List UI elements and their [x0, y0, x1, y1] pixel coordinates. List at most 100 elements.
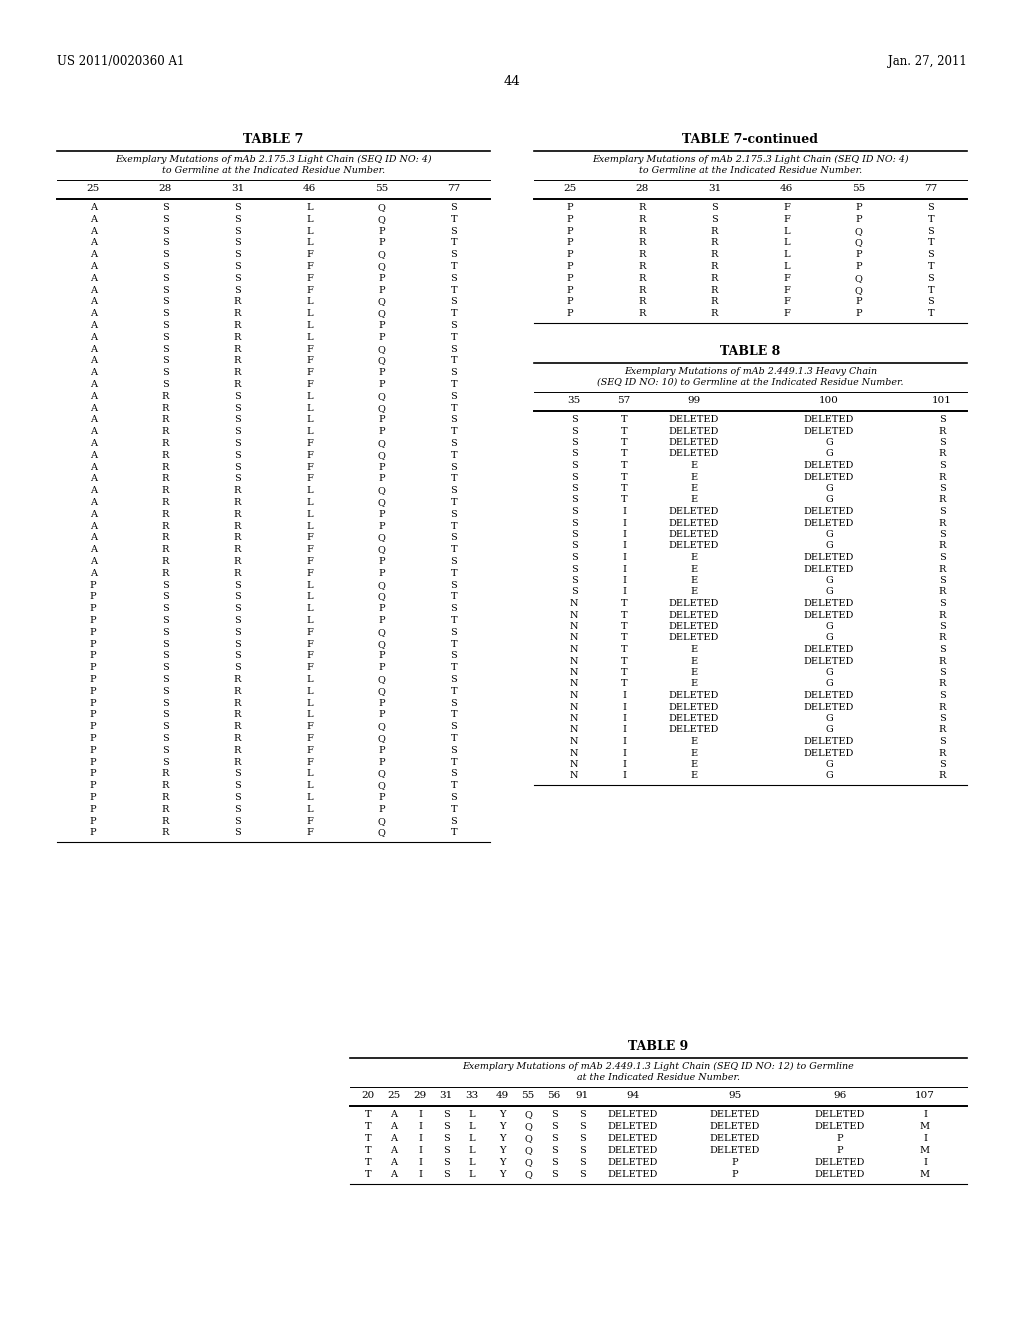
Text: S: S: [162, 663, 169, 672]
Text: R: R: [162, 416, 169, 425]
Text: S: S: [939, 507, 945, 516]
Text: R: R: [938, 634, 946, 643]
Text: T: T: [451, 734, 458, 743]
Text: R: R: [639, 251, 646, 259]
Text: R: R: [162, 521, 169, 531]
Text: F: F: [306, 261, 313, 271]
Text: DELETED: DELETED: [669, 507, 719, 516]
Text: P: P: [379, 698, 385, 708]
Text: S: S: [234, 605, 241, 614]
Text: R: R: [233, 486, 241, 495]
Text: Q: Q: [378, 686, 386, 696]
Text: F: F: [783, 309, 791, 318]
Text: A: A: [390, 1134, 397, 1143]
Text: P: P: [379, 557, 385, 566]
Text: S: S: [162, 261, 169, 271]
Text: P: P: [379, 462, 385, 471]
Text: S: S: [162, 675, 169, 684]
Text: DELETED: DELETED: [669, 610, 719, 619]
Text: G: G: [825, 622, 833, 631]
Text: S: S: [234, 781, 241, 791]
Text: S: S: [162, 227, 169, 235]
Text: A: A: [89, 345, 96, 354]
Text: G: G: [825, 771, 833, 780]
Text: R: R: [233, 498, 241, 507]
Text: I: I: [622, 507, 626, 516]
Text: S: S: [928, 297, 934, 306]
Text: S: S: [551, 1122, 557, 1131]
Text: A: A: [89, 440, 96, 447]
Text: P: P: [379, 333, 385, 342]
Text: I: I: [622, 737, 626, 746]
Text: I: I: [622, 553, 626, 562]
Text: P: P: [379, 710, 385, 719]
Text: R: R: [233, 734, 241, 743]
Text: L: L: [783, 251, 790, 259]
Text: DELETED: DELETED: [669, 519, 719, 528]
Text: T: T: [451, 451, 458, 459]
Text: P: P: [90, 817, 96, 825]
Text: S: S: [162, 285, 169, 294]
Text: T: T: [451, 356, 458, 366]
Text: Y: Y: [499, 1110, 505, 1119]
Text: I: I: [622, 748, 626, 758]
Text: P: P: [90, 758, 96, 767]
Text: R: R: [938, 771, 946, 780]
Text: P: P: [855, 309, 862, 318]
Text: Q: Q: [378, 770, 386, 779]
Text: S: S: [234, 640, 241, 648]
Text: P: P: [90, 605, 96, 614]
Text: Q: Q: [378, 545, 386, 554]
Text: S: S: [162, 710, 169, 719]
Text: L: L: [306, 710, 313, 719]
Text: T: T: [365, 1146, 372, 1155]
Text: T: T: [621, 599, 628, 609]
Text: T: T: [451, 710, 458, 719]
Text: T: T: [621, 622, 628, 631]
Text: S: S: [162, 380, 169, 389]
Text: T: T: [621, 495, 628, 504]
Text: DELETED: DELETED: [804, 519, 854, 528]
Text: Q: Q: [378, 215, 386, 224]
Text: P: P: [566, 227, 573, 235]
Text: DELETED: DELETED: [608, 1146, 658, 1155]
Text: P: P: [379, 663, 385, 672]
Text: 28: 28: [636, 183, 649, 193]
Text: T: T: [451, 686, 458, 696]
Text: S: S: [451, 462, 458, 471]
Text: DELETED: DELETED: [608, 1158, 658, 1167]
Text: S: S: [234, 793, 241, 803]
Text: R: R: [233, 333, 241, 342]
Text: T: T: [621, 634, 628, 643]
Text: S: S: [939, 484, 945, 492]
Text: S: S: [551, 1170, 557, 1179]
Text: 29: 29: [414, 1092, 427, 1100]
Text: R: R: [233, 533, 241, 543]
Text: S: S: [162, 297, 169, 306]
Text: DELETED: DELETED: [804, 426, 854, 436]
Text: F: F: [783, 285, 791, 294]
Text: I: I: [418, 1134, 422, 1143]
Text: P: P: [566, 251, 573, 259]
Text: F: F: [306, 722, 313, 731]
Text: T: T: [621, 414, 628, 424]
Text: Q: Q: [378, 261, 386, 271]
Text: S: S: [451, 533, 458, 543]
Text: A: A: [89, 569, 96, 578]
Text: P: P: [379, 746, 385, 755]
Text: P: P: [855, 215, 862, 224]
Text: S: S: [570, 450, 578, 458]
Text: S: S: [234, 805, 241, 814]
Text: T: T: [621, 438, 628, 447]
Text: I: I: [622, 531, 626, 539]
Text: 20: 20: [361, 1092, 375, 1100]
Text: Q: Q: [378, 309, 386, 318]
Text: F: F: [783, 203, 791, 213]
Text: R: R: [233, 758, 241, 767]
Text: L: L: [306, 793, 313, 803]
Text: T: T: [451, 474, 458, 483]
Text: S: S: [234, 261, 241, 271]
Text: S: S: [162, 215, 169, 224]
Text: 25: 25: [387, 1092, 400, 1100]
Text: 25: 25: [563, 183, 577, 193]
